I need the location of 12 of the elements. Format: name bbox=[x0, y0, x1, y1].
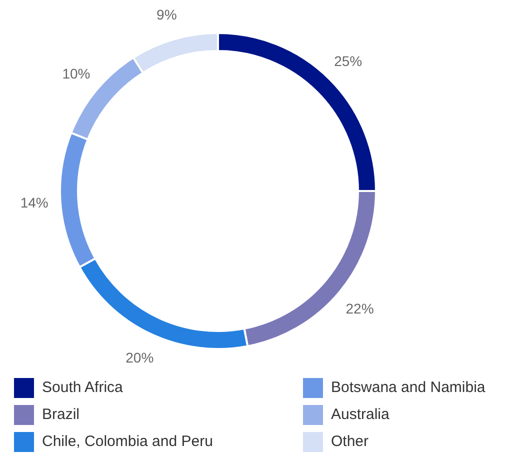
legend-label: South Africa bbox=[42, 379, 123, 396]
legend-label: Australia bbox=[331, 406, 390, 423]
data-label: 20% bbox=[126, 349, 154, 366]
legend-label: Brazil bbox=[42, 406, 80, 423]
data-label: 9% bbox=[156, 6, 177, 22]
data-label: 25% bbox=[334, 52, 362, 69]
legend-label: Botswana and Namibia bbox=[331, 379, 486, 396]
data-label: 14% bbox=[20, 194, 48, 211]
legend-label: Chile, Colombia and Peru bbox=[42, 433, 213, 450]
data-label: 10% bbox=[62, 66, 90, 82]
data-label: 22% bbox=[346, 300, 374, 316]
legend-label: Other bbox=[331, 433, 369, 450]
